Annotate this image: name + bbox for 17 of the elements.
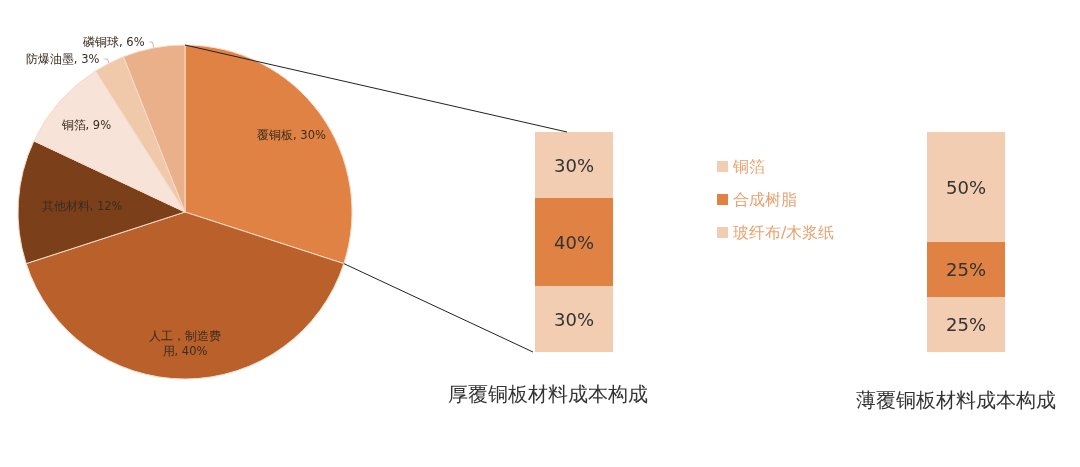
text: 薄覆铜板材料成本构成: [856, 388, 1056, 412]
data-label: 25%: [945, 259, 987, 280]
legend-label: 玻纤布/木浆纸: [733, 223, 835, 242]
slice-label: 人工，制造费用, 40%: [149, 329, 221, 359]
data-label: 40%: [553, 231, 595, 253]
data-label: 30%: [553, 154, 595, 176]
slice-label: 其他材料, 12%: [41, 198, 123, 213]
data-label: 25%: [945, 314, 987, 335]
slice-label: 覆铜板, 30%: [257, 127, 326, 142]
data-label: 50%: [945, 176, 987, 198]
legend-label: 铜箔: [732, 157, 765, 176]
slice-label: 磷铜球, 6%: [82, 35, 145, 50]
slice-label: 防爆油墨, 3%: [25, 52, 100, 67]
text: 厚覆铜板材料成本构成: [448, 382, 648, 406]
data-label: 30%: [553, 308, 595, 330]
legend-label: 合成树脂: [733, 190, 797, 209]
slice-label: 铜箔, 9%: [60, 117, 112, 132]
